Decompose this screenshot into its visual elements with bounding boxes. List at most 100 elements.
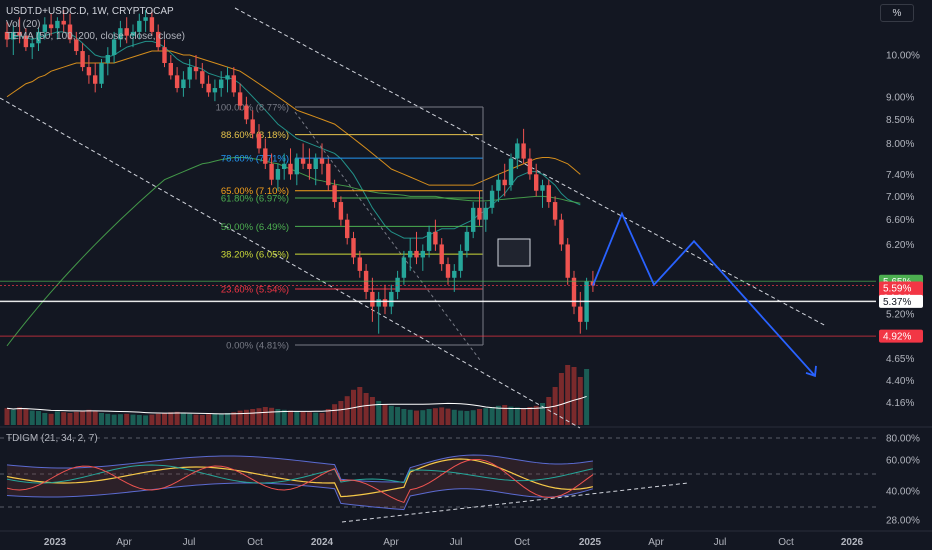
time-axis[interactable]: 2023 Apr Jul Oct 2024 Apr Jul Oct 2025 Apr Jul Oct 2…	[44, 537, 864, 548]
volume-bar	[319, 413, 325, 425]
candle-body	[206, 83, 211, 93]
price-tick-label: 4.16%	[886, 398, 914, 409]
candle-body	[200, 71, 205, 84]
fib-level-label: 100.00% (8.77%)	[216, 103, 289, 114]
volume-bar	[533, 405, 539, 425]
fib-level-label: 61.80% (6.97%)	[221, 194, 289, 205]
price-tick-label: 7.40%	[886, 170, 914, 181]
volume-bar	[288, 410, 293, 425]
volume-bar	[565, 365, 571, 425]
candle-body	[137, 20, 142, 32]
fib-level-label: 23.60% (5.54%)	[221, 285, 289, 296]
fib-level-label: 78.60% (7.71%)	[221, 154, 289, 165]
osc-upper-band	[6, 454, 593, 483]
candle-body	[389, 291, 394, 307]
price-tick-label: 6.20%	[886, 240, 914, 251]
candle-body	[99, 63, 104, 84]
candle-body	[319, 158, 325, 164]
candle-body	[326, 163, 331, 186]
projection-polyline	[592, 211, 816, 377]
symbol-title[interactable]: USDT.D+USDC.D, 1W, CRYPTOCAP	[6, 6, 174, 17]
time-tick-label: Apr	[383, 537, 399, 548]
price-tick-label: 5.20%	[886, 310, 914, 321]
candle-body	[483, 207, 488, 220]
volume-bar	[237, 410, 243, 425]
candle-body	[130, 31, 136, 36]
candle-body	[433, 231, 438, 245]
volume-bar	[382, 404, 388, 425]
candle-body	[395, 277, 400, 292]
volume-bar	[54, 411, 60, 425]
candle-body	[187, 67, 192, 80]
candle-body	[263, 148, 268, 164]
price-tag-value: 5.59%	[883, 283, 911, 294]
volume-bar	[243, 409, 249, 425]
fibonacci-retracement[interactable]: 100.00% (8.77%) 88.60% (8.18%) 78.60% (7.7…	[216, 103, 531, 352]
price-tag	[879, 294, 923, 308]
candle-body	[546, 185, 551, 203]
oscillator-pane: 80.00% 60.00% 40.00% 28.00%	[0, 434, 920, 527]
price-tick-label: 8.50%	[886, 115, 914, 126]
volume-indicator-label[interactable]: Vol (20)	[6, 19, 41, 30]
osc-tick-label: 40.00%	[886, 487, 920, 498]
volume-bar	[80, 411, 86, 425]
volume-bar	[388, 405, 394, 425]
candle-body	[80, 51, 85, 68]
osc-trendline	[341, 482, 689, 523]
volume-bar	[10, 409, 16, 425]
volume-bar	[502, 405, 508, 425]
volume-bar	[269, 407, 275, 425]
price-tick-label: 10.00%	[886, 51, 920, 62]
volume-bar	[546, 397, 552, 425]
price-axis[interactable]: 10.00% 9.00% 8.50% 8.00% 7.40% 7.00% 6.60% 6.20…	[886, 51, 920, 410]
volume-bar	[143, 415, 149, 425]
osc-tick-label: 80.00%	[886, 434, 920, 445]
candle-body	[332, 185, 337, 203]
candle-body	[282, 163, 287, 170]
volume-bar	[426, 409, 432, 425]
volume-bar	[558, 373, 564, 425]
candle-body	[426, 231, 432, 251]
time-tick-label: Oct	[514, 537, 530, 548]
candle-body	[212, 88, 218, 93]
candle-body	[401, 257, 407, 278]
volume-bar	[23, 409, 29, 425]
volume-bar	[4, 408, 10, 425]
time-tick-label: 2025	[579, 537, 602, 548]
volume-bar	[313, 412, 319, 425]
candle-body	[250, 119, 255, 134]
percent-scale-button[interactable]: %	[880, 4, 914, 22]
oscillator-indicator-label[interactable]: TDIGM (21, 34, 2, 7)	[6, 433, 98, 444]
volume-bar	[571, 367, 577, 425]
candle-body	[540, 185, 545, 191]
projection-path[interactable]	[592, 211, 817, 378]
candle-body	[376, 299, 381, 307]
candle-body	[382, 299, 388, 307]
volume-bar	[117, 414, 123, 425]
candle-body	[23, 35, 29, 48]
price-tag	[879, 329, 923, 343]
candle-body	[42, 24, 47, 32]
time-tick-label: Jul	[450, 537, 463, 548]
osc-mid-line	[6, 458, 594, 498]
volume-bar	[344, 396, 350, 425]
horizontal-lines[interactable]: 5.65%5.59%2d 20h5.37%4.92%	[0, 274, 923, 343]
volume-bar	[231, 412, 237, 425]
tema-indicator-label[interactable]: TEMA (50, 100, 200, close, close, close)	[6, 31, 185, 42]
volume-bar	[218, 413, 224, 425]
candle-body	[496, 179, 501, 191]
candle-body	[156, 31, 161, 48]
candle-body	[288, 163, 293, 175]
candle-body	[559, 219, 564, 245]
candle-body	[351, 238, 356, 258]
candle-body	[48, 24, 54, 29]
price-tick-label: 6.60%	[886, 215, 914, 226]
candle-body	[275, 169, 281, 180]
volume-bar	[376, 401, 382, 425]
candle-body	[420, 250, 425, 258]
candle-body	[489, 190, 495, 208]
volume-bar	[99, 413, 104, 425]
volume-bar	[577, 377, 583, 425]
fib-level-label: 50.00% (6.49%)	[221, 222, 289, 233]
